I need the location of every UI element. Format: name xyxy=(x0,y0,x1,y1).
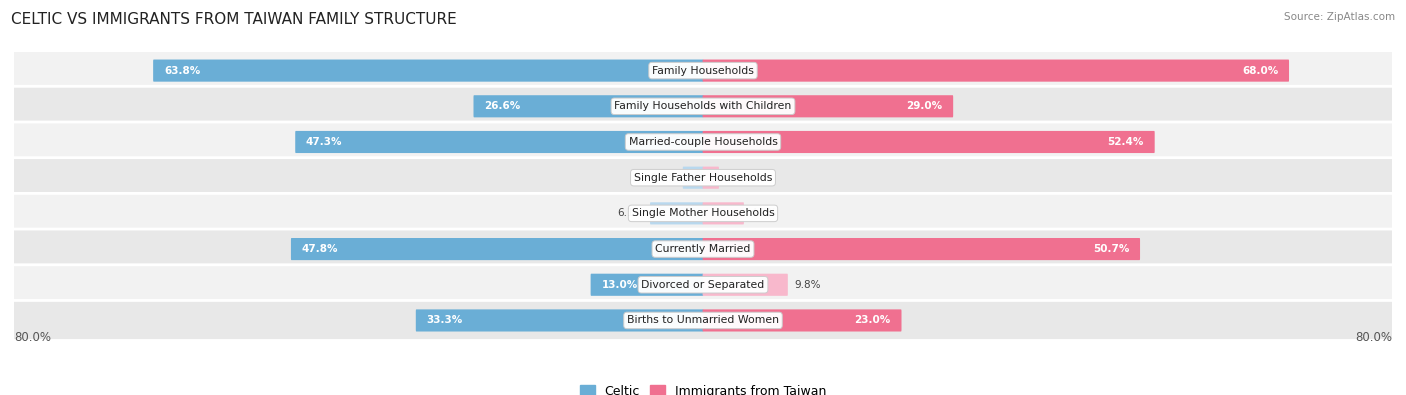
Text: 33.3%: 33.3% xyxy=(426,316,463,325)
Text: Family Households with Children: Family Households with Children xyxy=(614,101,792,111)
Text: Births to Unmarried Women: Births to Unmarried Women xyxy=(627,316,779,325)
FancyBboxPatch shape xyxy=(703,131,1154,153)
Text: 23.0%: 23.0% xyxy=(855,316,891,325)
FancyBboxPatch shape xyxy=(8,265,1398,305)
FancyBboxPatch shape xyxy=(8,122,1398,162)
Text: 2.3%: 2.3% xyxy=(650,173,676,182)
FancyBboxPatch shape xyxy=(8,194,1398,233)
Text: 80.0%: 80.0% xyxy=(1355,331,1392,344)
FancyBboxPatch shape xyxy=(8,158,1398,198)
Text: 63.8%: 63.8% xyxy=(165,66,200,75)
FancyBboxPatch shape xyxy=(291,238,703,260)
FancyBboxPatch shape xyxy=(8,51,1398,90)
Text: Married-couple Households: Married-couple Households xyxy=(628,137,778,147)
FancyBboxPatch shape xyxy=(8,301,1398,340)
FancyBboxPatch shape xyxy=(703,202,744,224)
Text: 1.8%: 1.8% xyxy=(725,173,752,182)
Text: Source: ZipAtlas.com: Source: ZipAtlas.com xyxy=(1284,12,1395,22)
Text: 80.0%: 80.0% xyxy=(14,331,51,344)
FancyBboxPatch shape xyxy=(8,86,1398,126)
Text: 13.0%: 13.0% xyxy=(602,280,638,290)
FancyBboxPatch shape xyxy=(703,95,953,117)
Text: 29.0%: 29.0% xyxy=(907,101,942,111)
Text: 47.8%: 47.8% xyxy=(302,244,339,254)
FancyBboxPatch shape xyxy=(703,60,1289,82)
FancyBboxPatch shape xyxy=(703,274,787,296)
Text: 52.4%: 52.4% xyxy=(1108,137,1144,147)
FancyBboxPatch shape xyxy=(703,309,901,331)
Text: CELTIC VS IMMIGRANTS FROM TAIWAN FAMILY STRUCTURE: CELTIC VS IMMIGRANTS FROM TAIWAN FAMILY … xyxy=(11,12,457,27)
Text: Single Father Households: Single Father Households xyxy=(634,173,772,182)
Text: 9.8%: 9.8% xyxy=(794,280,821,290)
FancyBboxPatch shape xyxy=(8,229,1398,269)
Text: Currently Married: Currently Married xyxy=(655,244,751,254)
Text: Divorced or Separated: Divorced or Separated xyxy=(641,280,765,290)
FancyBboxPatch shape xyxy=(153,60,703,82)
Text: 68.0%: 68.0% xyxy=(1241,66,1278,75)
Text: Family Households: Family Households xyxy=(652,66,754,75)
Text: 50.7%: 50.7% xyxy=(1092,244,1129,254)
Text: Single Mother Households: Single Mother Households xyxy=(631,209,775,218)
Legend: Celtic, Immigrants from Taiwan: Celtic, Immigrants from Taiwan xyxy=(575,380,831,395)
Text: 47.3%: 47.3% xyxy=(307,137,343,147)
Text: 6.1%: 6.1% xyxy=(617,209,644,218)
Text: 4.7%: 4.7% xyxy=(751,209,778,218)
FancyBboxPatch shape xyxy=(703,238,1140,260)
FancyBboxPatch shape xyxy=(703,167,718,189)
FancyBboxPatch shape xyxy=(416,309,703,331)
FancyBboxPatch shape xyxy=(295,131,703,153)
FancyBboxPatch shape xyxy=(474,95,703,117)
Text: 26.6%: 26.6% xyxy=(484,101,520,111)
FancyBboxPatch shape xyxy=(683,167,703,189)
FancyBboxPatch shape xyxy=(591,274,703,296)
FancyBboxPatch shape xyxy=(650,202,703,224)
